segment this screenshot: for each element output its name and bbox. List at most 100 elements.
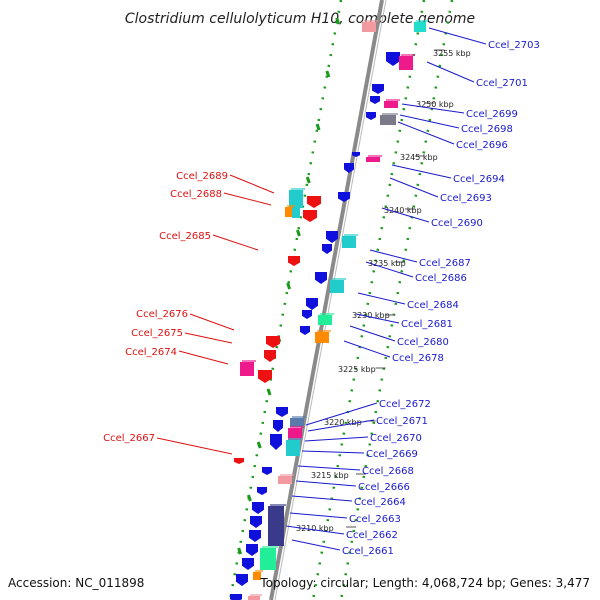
gene-glyphs — [230, 20, 428, 600]
leader-line — [355, 313, 400, 324]
leader-line — [305, 402, 378, 426]
leader-line — [381, 207, 430, 223]
gene-box-shade — [320, 313, 334, 315]
leader-line — [178, 350, 229, 365]
gene-label-right[interactable]: Ccel_2670 — [370, 433, 422, 444]
gene-label-right[interactable]: Ccel_2661 — [342, 546, 394, 557]
gene-box-shade — [332, 278, 346, 280]
topology-text: Topology: circular; Length: 4,068,724 bp… — [259, 576, 590, 590]
gene-box-shade — [242, 360, 256, 362]
gene-label-left[interactable]: Ccel_2676 — [136, 309, 188, 320]
gene-label-right[interactable]: Ccel_2680 — [397, 337, 449, 348]
kbp-tick-label: 3235 kbp — [368, 259, 406, 268]
gene-box — [366, 157, 380, 162]
gene-arrow — [230, 594, 242, 600]
accession-text: Accession: NC_011898 — [8, 576, 144, 590]
gene-arrow — [234, 458, 244, 464]
leader-line — [289, 512, 348, 519]
kbp-tick-label: 3210 kbp — [296, 524, 334, 533]
gene-label-right[interactable]: Ccel_2669 — [366, 449, 418, 460]
gene-box — [240, 362, 254, 376]
gene-label-right[interactable]: Ccel_2687 — [419, 258, 471, 269]
gene-label-left[interactable]: Ccel_2667 — [103, 433, 155, 444]
gene-box-shade — [344, 234, 358, 236]
gene-arrow — [302, 310, 312, 319]
gene-label-right[interactable]: Ccel_2671 — [376, 416, 428, 427]
genome-backbone — [269, 0, 384, 600]
leader-line — [212, 234, 259, 251]
gene-label-right[interactable]: Ccel_2698 — [461, 124, 513, 135]
gene-arrow — [250, 516, 262, 528]
gene-label-right[interactable]: Ccel_2693 — [440, 193, 492, 204]
gene-label-right[interactable]: Ccel_2681 — [401, 319, 453, 330]
gene-label-left[interactable]: Ccel_2685 — [159, 231, 211, 242]
gene-label-right[interactable]: Ccel_2686 — [415, 273, 467, 284]
gene-arrow — [264, 350, 276, 362]
dotted-track-left — [228, 0, 343, 600]
gene-label-right[interactable]: Ccel_2662 — [346, 530, 398, 541]
gene-label-right[interactable]: Ccel_2663 — [349, 514, 401, 525]
gene-box — [268, 506, 284, 546]
gene-label-right[interactable]: Ccel_2703 — [488, 40, 540, 51]
gene-box-shade — [288, 438, 302, 440]
gene-label-right[interactable]: Ccel_2694 — [453, 174, 505, 185]
gene-box-shade — [270, 504, 286, 506]
gene-box-shade — [401, 54, 415, 56]
kbp-tick-label: 3240 kbp — [384, 206, 422, 215]
gene-label-right[interactable]: Ccel_2678 — [392, 353, 444, 364]
track-tick — [237, 547, 243, 555]
gene-box — [399, 56, 413, 70]
gene-label-right[interactable]: Ccel_2666 — [358, 482, 410, 493]
kbp-tick-label: 3225 kbp — [338, 365, 376, 374]
gene-box-shade — [250, 594, 262, 596]
gene-box — [342, 236, 356, 248]
gene-arrow — [370, 96, 380, 104]
gene-box — [330, 280, 344, 293]
gene-box — [315, 332, 329, 343]
gene-label-left[interactable]: Ccel_2689 — [176, 171, 228, 182]
gene-label-right[interactable]: Ccel_2699 — [466, 109, 518, 120]
gene-label-right[interactable]: Ccel_2664 — [354, 497, 406, 508]
gene-arrow — [315, 272, 327, 284]
gene-arrow — [266, 336, 280, 348]
kbp-tick-label: 3245 kbp — [400, 153, 438, 162]
gene-box-shade — [292, 416, 306, 418]
leader-line — [291, 539, 341, 551]
leader-line — [189, 313, 235, 331]
leader-line — [301, 450, 365, 454]
track-lines — [228, 0, 454, 600]
gene-label-right[interactable]: Ccel_2696 — [456, 140, 508, 151]
leader-line — [357, 292, 406, 305]
gene-box-shade — [317, 330, 331, 332]
gene-label-right[interactable]: Ccel_2701 — [476, 78, 528, 89]
track-tick — [325, 70, 331, 78]
gene-box — [362, 22, 376, 32]
gene-arrow — [270, 434, 282, 450]
label-leader-lines — [156, 27, 487, 551]
track-tick — [266, 388, 272, 396]
gene-box — [290, 418, 304, 427]
leader-line — [304, 436, 369, 442]
gene-box-shade — [294, 206, 302, 208]
gene-label-right[interactable]: Ccel_2672 — [379, 399, 431, 410]
leader-line — [401, 103, 465, 114]
gene-arrow — [326, 231, 338, 243]
gene-label-right[interactable]: Ccel_2690 — [431, 218, 483, 229]
leader-line — [397, 121, 455, 145]
gene-label-left[interactable]: Ccel_2675 — [131, 328, 183, 339]
gene-box — [292, 208, 300, 218]
gene-label-left[interactable]: Ccel_2674 — [125, 347, 177, 358]
leader-line — [428, 27, 487, 45]
gene-arrow — [307, 196, 321, 208]
gene-arrow — [288, 256, 300, 266]
leader-line — [369, 249, 418, 263]
gene-label-left[interactable]: Ccel_2688 — [170, 189, 222, 200]
track-tick — [286, 282, 292, 290]
gene-label-right[interactable]: Ccel_2668 — [362, 466, 414, 477]
gene-label-right[interactable]: Ccel_2684 — [407, 300, 459, 311]
kbp-tick-label: 3215 kbp — [311, 471, 349, 480]
kbp-tick-label: 3230 kbp — [352, 311, 390, 320]
gene-box-shade — [291, 188, 305, 190]
gene-box — [380, 115, 396, 125]
leader-line — [223, 192, 272, 206]
